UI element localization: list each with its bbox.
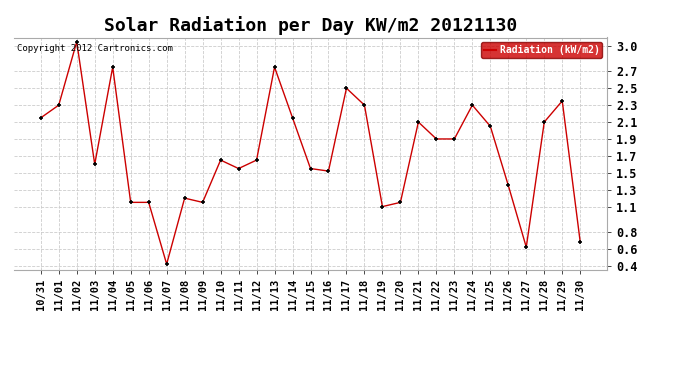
Point <box>467 102 478 108</box>
Point <box>233 165 244 171</box>
Point <box>143 200 154 206</box>
Point <box>197 200 208 206</box>
Point <box>431 136 442 142</box>
Point <box>448 136 460 142</box>
Point <box>161 261 172 267</box>
Point <box>287 115 298 121</box>
Point <box>53 102 64 108</box>
Point <box>323 168 334 174</box>
Point <box>521 244 532 250</box>
Point <box>539 119 550 125</box>
Point <box>125 200 136 206</box>
Point <box>485 123 496 129</box>
Point <box>107 64 118 70</box>
Point <box>89 161 100 167</box>
Legend: Radiation (kW/m2): Radiation (kW/m2) <box>481 42 602 58</box>
Point <box>305 165 316 171</box>
Point <box>35 115 46 121</box>
Point <box>215 157 226 163</box>
Point <box>557 98 568 104</box>
Point <box>377 204 388 210</box>
Point <box>413 119 424 125</box>
Point <box>395 200 406 206</box>
Point <box>179 195 190 201</box>
Text: Copyright 2012 Cartronics.com: Copyright 2012 Cartronics.com <box>17 45 172 54</box>
Point <box>575 239 586 245</box>
Title: Solar Radiation per Day KW/m2 20121130: Solar Radiation per Day KW/m2 20121130 <box>104 16 517 34</box>
Point <box>503 183 514 189</box>
Point <box>71 39 82 45</box>
Point <box>251 157 262 163</box>
Point <box>359 102 370 108</box>
Point <box>341 85 352 91</box>
Point <box>269 64 280 70</box>
